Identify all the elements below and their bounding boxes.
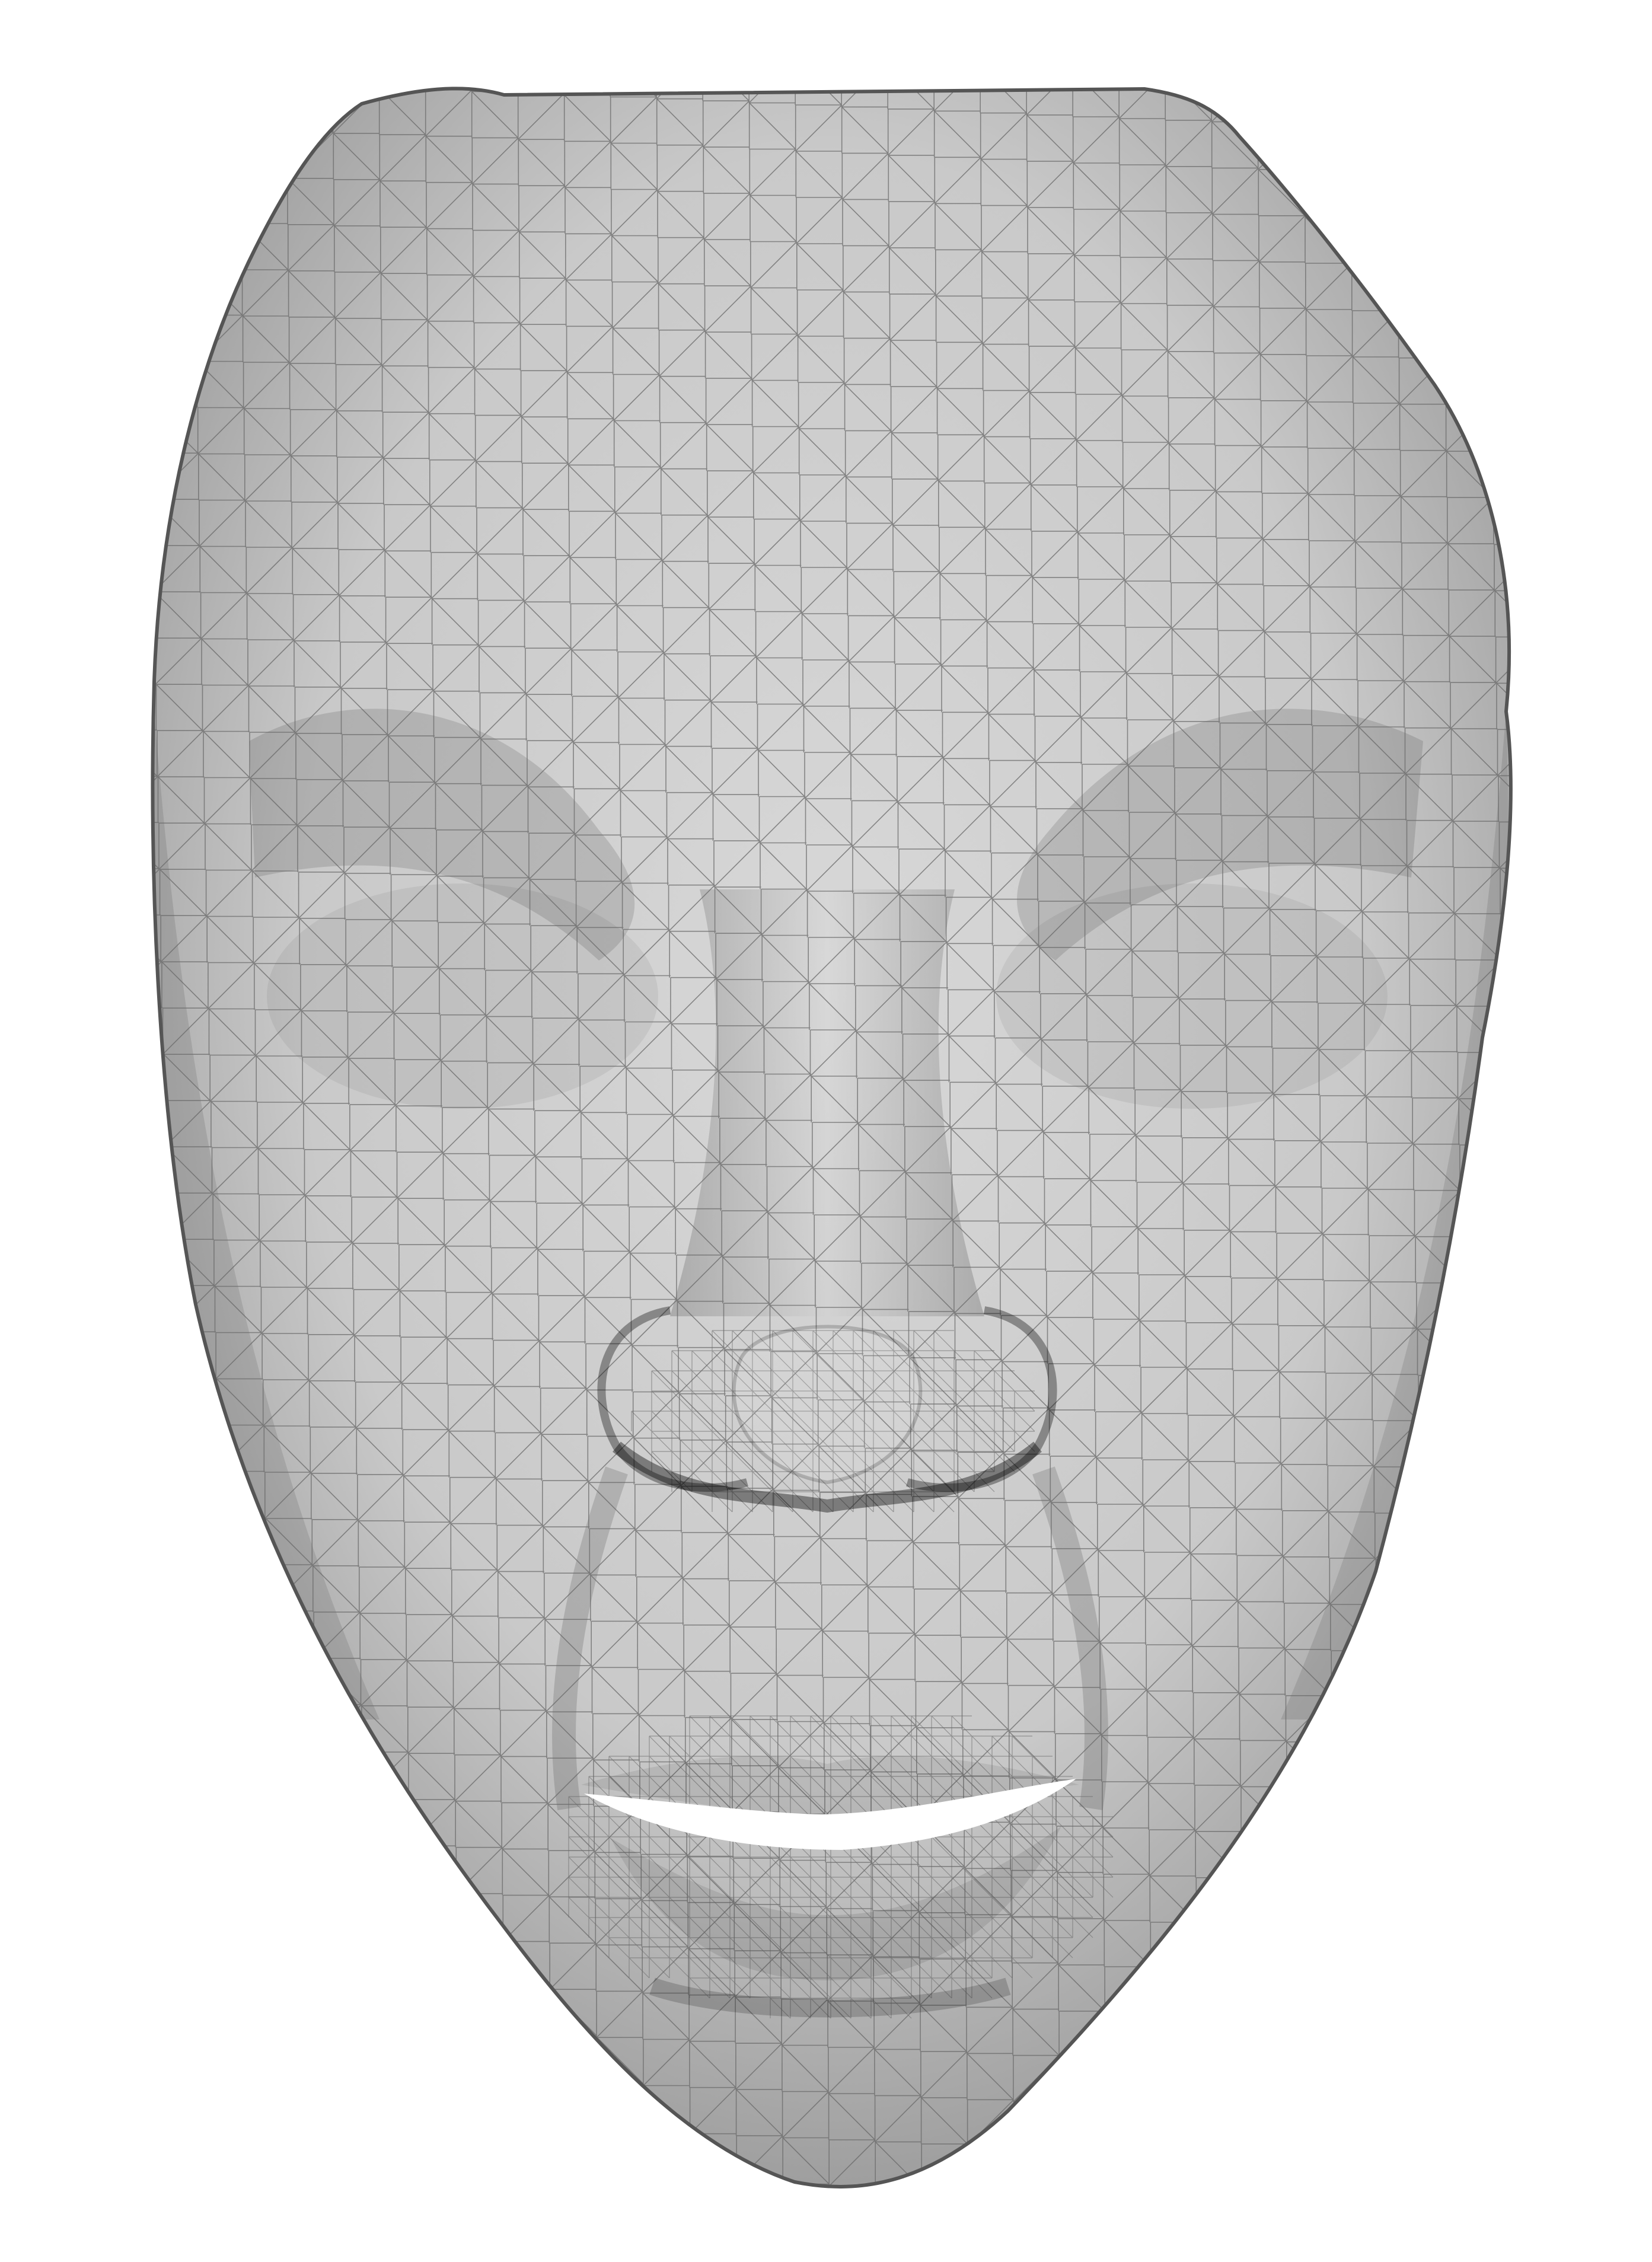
- eye-socket-right: [996, 883, 1388, 1109]
- nose-tip: [732, 1325, 923, 1485]
- eye-socket-left: [267, 883, 658, 1109]
- nose-bridge: [670, 889, 984, 1316]
- brow-shadow-left: [249, 709, 635, 961]
- nose-ala-right: [906, 1306, 1057, 1492]
- lower-lip: [611, 1826, 1061, 1980]
- lower-lip-shadow: [649, 1977, 1011, 2018]
- nose-base: [613, 1441, 1042, 1513]
- mouth-opening: [584, 1779, 1076, 1850]
- face-outline: [151, 87, 1513, 2188]
- nasolabial-fold-left: [552, 1466, 628, 1810]
- nose-fine-mesh: [631, 1330, 1035, 1513]
- nasolabial-fold-right: [1032, 1466, 1108, 1810]
- nose-ala-left: [597, 1306, 748, 1492]
